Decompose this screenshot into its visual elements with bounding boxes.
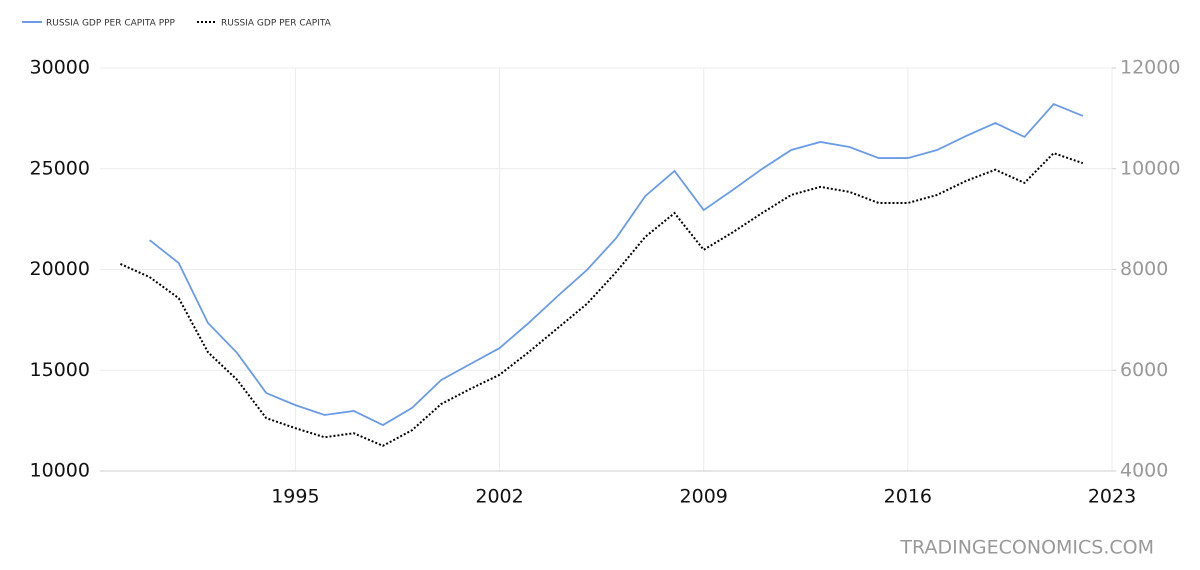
x-tick-label: 2016 — [884, 486, 932, 508]
y2-tick-label: 6000 — [1120, 359, 1168, 381]
y2-tick-label: 8000 — [1120, 258, 1168, 280]
y-tick-label: 10000 — [30, 460, 90, 482]
y2-tick-label: 12000 — [1120, 57, 1180, 79]
legend-label: RUSSIA GDP PER CAPITA PPP — [46, 19, 176, 29]
y2-tick-label: 10000 — [1120, 157, 1180, 179]
x-tick-label: 2009 — [680, 486, 728, 508]
series-line — [120, 151, 1084, 447]
y-tick-label: 30000 — [30, 57, 90, 79]
x-tick-label: 2023 — [1088, 486, 1136, 508]
legend-label: RUSSIA GDP PER CAPITA — [221, 19, 332, 29]
y-tick-label: 20000 — [30, 258, 90, 280]
watermark: TRADINGECONOMICS.COM — [899, 537, 1154, 559]
x-tick-label: 2002 — [475, 486, 523, 508]
x-tick-label: 1995 — [271, 486, 319, 508]
series-line — [149, 102, 1084, 427]
y-tick-label: 25000 — [30, 157, 90, 179]
y-tick-label: 15000 — [30, 359, 90, 381]
y2-tick-label: 4000 — [1120, 460, 1168, 482]
